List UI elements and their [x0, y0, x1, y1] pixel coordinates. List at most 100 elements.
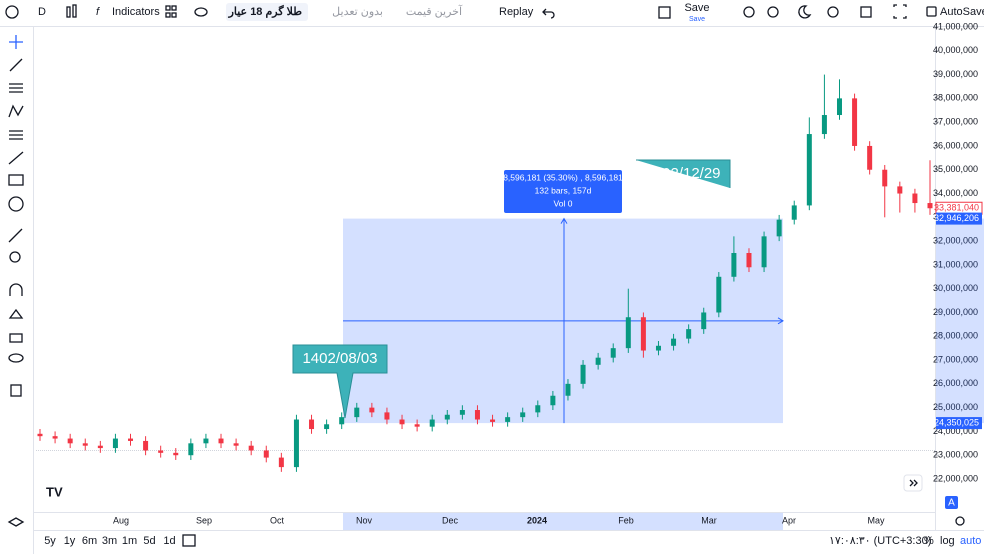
text-tool[interactable]: [8, 174, 24, 186]
trendline-tool[interactable]: [9, 58, 23, 72]
candle-body: [806, 134, 812, 206]
percent-toggle[interactable]: %: [924, 535, 934, 547]
visibility-tool[interactable]: [8, 353, 24, 363]
candle-body: [474, 410, 480, 420]
candle-body: [565, 383, 571, 396]
indicators-button[interactable]: Indicators: [112, 6, 160, 18]
fib-tool[interactable]: [9, 83, 23, 93]
templates-icon[interactable]: [165, 5, 171, 11]
zoom-tool[interactable]: [9, 251, 21, 263]
alert-icon[interactable]: [743, 6, 755, 18]
emoji-tool[interactable]: [8, 196, 24, 212]
chart-type-icon[interactable]: [66, 6, 71, 18]
price-tick-label: 37,000,000: [933, 117, 978, 127]
clock: ۱۷:۰۸:۳۰ (UTC+3:30): [829, 535, 931, 547]
price-type-select[interactable]: آخرین قیمت: [406, 5, 463, 18]
candle-body: [324, 424, 330, 430]
magnet-tool[interactable]: [9, 283, 23, 296]
auto-toggle[interactable]: auto: [960, 535, 981, 547]
candle-body: [309, 419, 315, 430]
undo-icon[interactable]: [542, 8, 555, 19]
chart-type-icon: [72, 4, 77, 18]
theme-icon[interactable]: [798, 5, 812, 19]
range-button[interactable]: 1d: [163, 535, 175, 547]
candle-body: [37, 433, 43, 437]
symbol-name[interactable]: طلا گرم 18 عیار: [228, 4, 303, 18]
time-label: Sep: [196, 515, 212, 525]
pattern-tool[interactable]: [8, 104, 24, 118]
last-price-tag-label: 33,381,040: [934, 203, 979, 213]
eye-icon[interactable]: [194, 7, 208, 17]
remove-tool[interactable]: [10, 384, 22, 397]
add-symbol-icon[interactable]: [5, 5, 19, 19]
fullscreen-icon[interactable]: [893, 4, 907, 19]
symbol-box[interactable]: [226, 3, 308, 21]
auto-scale-button[interactable]: [945, 496, 958, 509]
callout-box: [636, 159, 731, 188]
candle-body: [52, 436, 58, 439]
object-tree[interactable]: [7, 517, 25, 527]
bottom-bar: 5y 1y 6m 3m 1m 5d 1d: [44, 535, 175, 547]
interval[interactable]: D: [38, 6, 46, 18]
time-label: Oct: [270, 515, 285, 525]
goto-date-icon[interactable]: [182, 534, 196, 547]
time-label: Feb: [618, 515, 634, 525]
auto-scale-label: A: [948, 498, 955, 509]
time-label: 2024: [527, 515, 547, 525]
candle-body: [263, 450, 269, 458]
lock-drawing-tool[interactable]: [8, 308, 24, 319]
brush-tool[interactable]: [8, 151, 24, 165]
measure-top-tag-label: 32,946,206: [934, 213, 979, 223]
share-icon[interactable]: [827, 6, 839, 18]
price-tick-label: 40,000,000: [933, 45, 978, 55]
measure-bottom-tag-label: 24,350,025: [934, 417, 979, 427]
candle-body: [505, 417, 511, 422]
measure-axis-band: [936, 218, 984, 424]
candle-body: [218, 438, 224, 444]
candle-body: [173, 452, 179, 456]
candle-body: [203, 438, 209, 444]
time-label: Nov: [356, 515, 373, 525]
price-tick-label: 24,000,000: [933, 426, 978, 436]
snapshot-icon[interactable]: [860, 6, 872, 18]
settings-icon[interactable]: [767, 6, 779, 18]
fx-icon: f: [96, 6, 100, 18]
adjust-select[interactable]: بدون تعدیل: [332, 6, 383, 18]
price-tick-label: 39,000,000: [933, 69, 978, 79]
candle-body: [580, 364, 586, 384]
crosshair-tool[interactable]: [9, 35, 23, 49]
candle-body: [610, 348, 616, 358]
candle-body: [293, 419, 299, 468]
range-button[interactable]: 6m: [82, 535, 97, 547]
candle-body: [128, 438, 134, 441]
price-tick-label: 34,000,000: [933, 188, 978, 198]
range-button[interactable]: 1m: [122, 535, 137, 547]
plot-area: 8,596,181 (35.30%) , 8,596,181 132 bars, …: [37, 21, 984, 530]
autosave-label[interactable]: AutoSave: [940, 6, 984, 18]
measure-info: 132 bars, 157d: [535, 185, 592, 195]
candle-body: [761, 236, 767, 268]
autosave-checkbox[interactable]: [926, 6, 937, 17]
candle-body: [429, 419, 435, 427]
range-button[interactable]: 1y: [64, 535, 76, 547]
range-button[interactable]: 3m: [102, 535, 117, 547]
ruler-tool[interactable]: [8, 228, 23, 243]
price-tick-label: 32,000,000: [933, 235, 978, 245]
replay-button[interactable]: Replay: [499, 6, 534, 18]
templates-icon: [171, 5, 177, 11]
range-button[interactable]: 5d: [143, 535, 155, 547]
layout-icon[interactable]: [658, 6, 671, 19]
candle-body: [339, 417, 345, 425]
lock-tool[interactable]: [9, 333, 23, 343]
candle-body: [746, 253, 752, 268]
log-toggle[interactable]: log: [940, 535, 955, 547]
candle-body: [369, 407, 375, 413]
candle-body: [731, 253, 737, 277]
save-button[interactable]: Save: [684, 2, 709, 14]
range-button[interactable]: 5y: [44, 535, 56, 547]
projection-tool[interactable]: [9, 130, 23, 140]
candle-body: [233, 443, 239, 446]
axis-settings[interactable]: [955, 516, 965, 526]
candle-body: [399, 419, 405, 425]
candle-body: [912, 193, 918, 204]
